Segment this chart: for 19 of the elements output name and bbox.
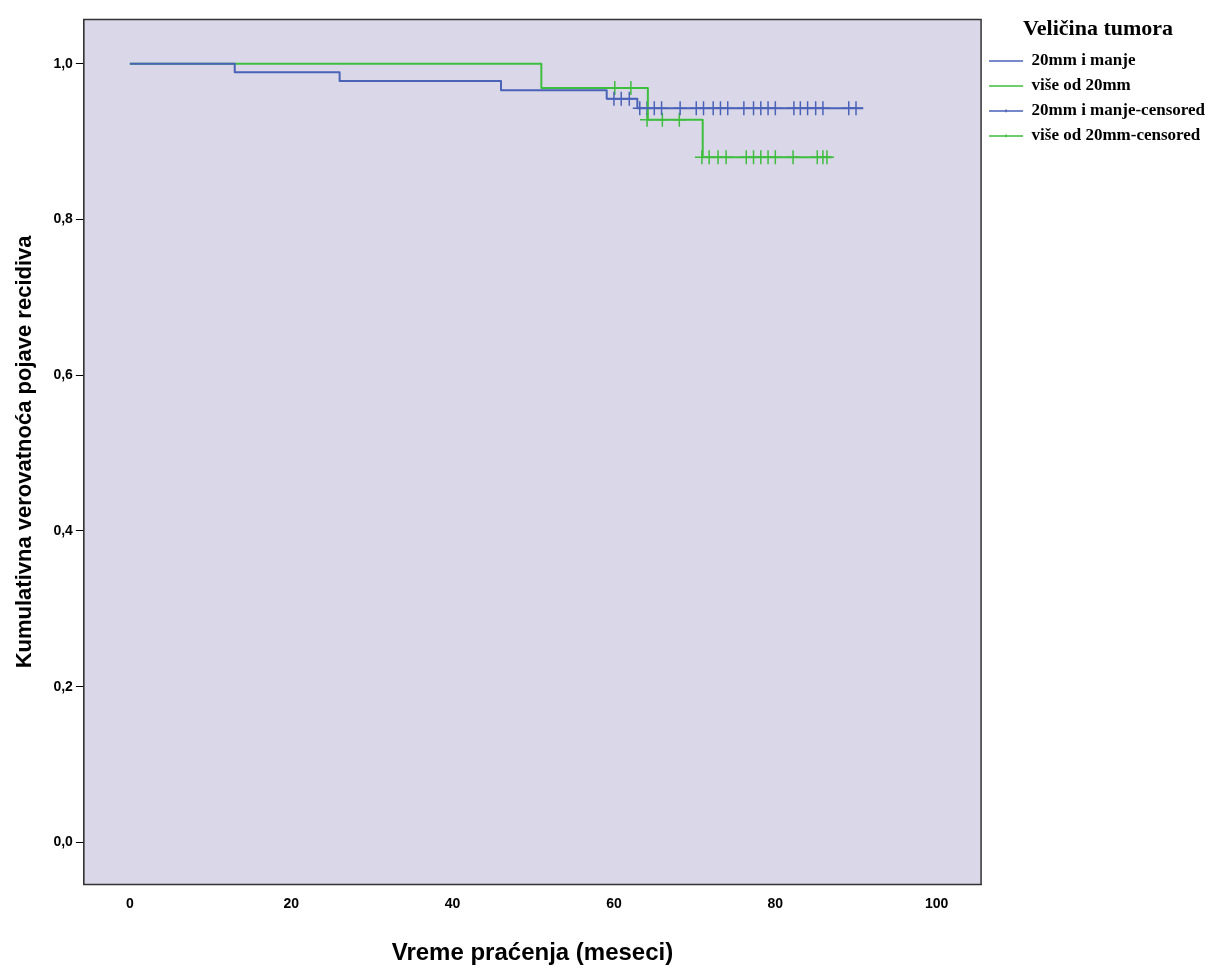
y-tick-label: 0,0 [53,833,74,850]
y-tick-label: 0,6 [53,366,74,383]
legend-label: više od 20mm [1031,75,1131,95]
x-axis-title: Vreme praćenja (meseci) [391,938,674,966]
legend-label: 20mm i manje-censored [1031,100,1206,120]
y-tick-label: 0,8 [53,210,74,227]
y-tick-label: 0,4 [53,521,74,538]
y-axis-title: Kumulativna verovatnoća pojave recidiva [11,234,37,669]
x-tick-label: 80 [767,894,784,911]
legend-label: više od 20mm-censored [1031,125,1201,145]
x-tick-label: 40 [444,894,461,911]
y-tick-label: 0,2 [53,677,74,694]
x-tick-label: 60 [606,894,622,911]
legend-title: Veličina tumora [1022,14,1174,40]
x-tick-label: 100 [925,894,949,911]
x-tick-label: 20 [283,894,300,911]
x-tick-label: 0 [125,894,134,911]
legend-label: 20mm i manje [1031,50,1136,70]
y-tick-label: 1,0 [53,54,74,71]
